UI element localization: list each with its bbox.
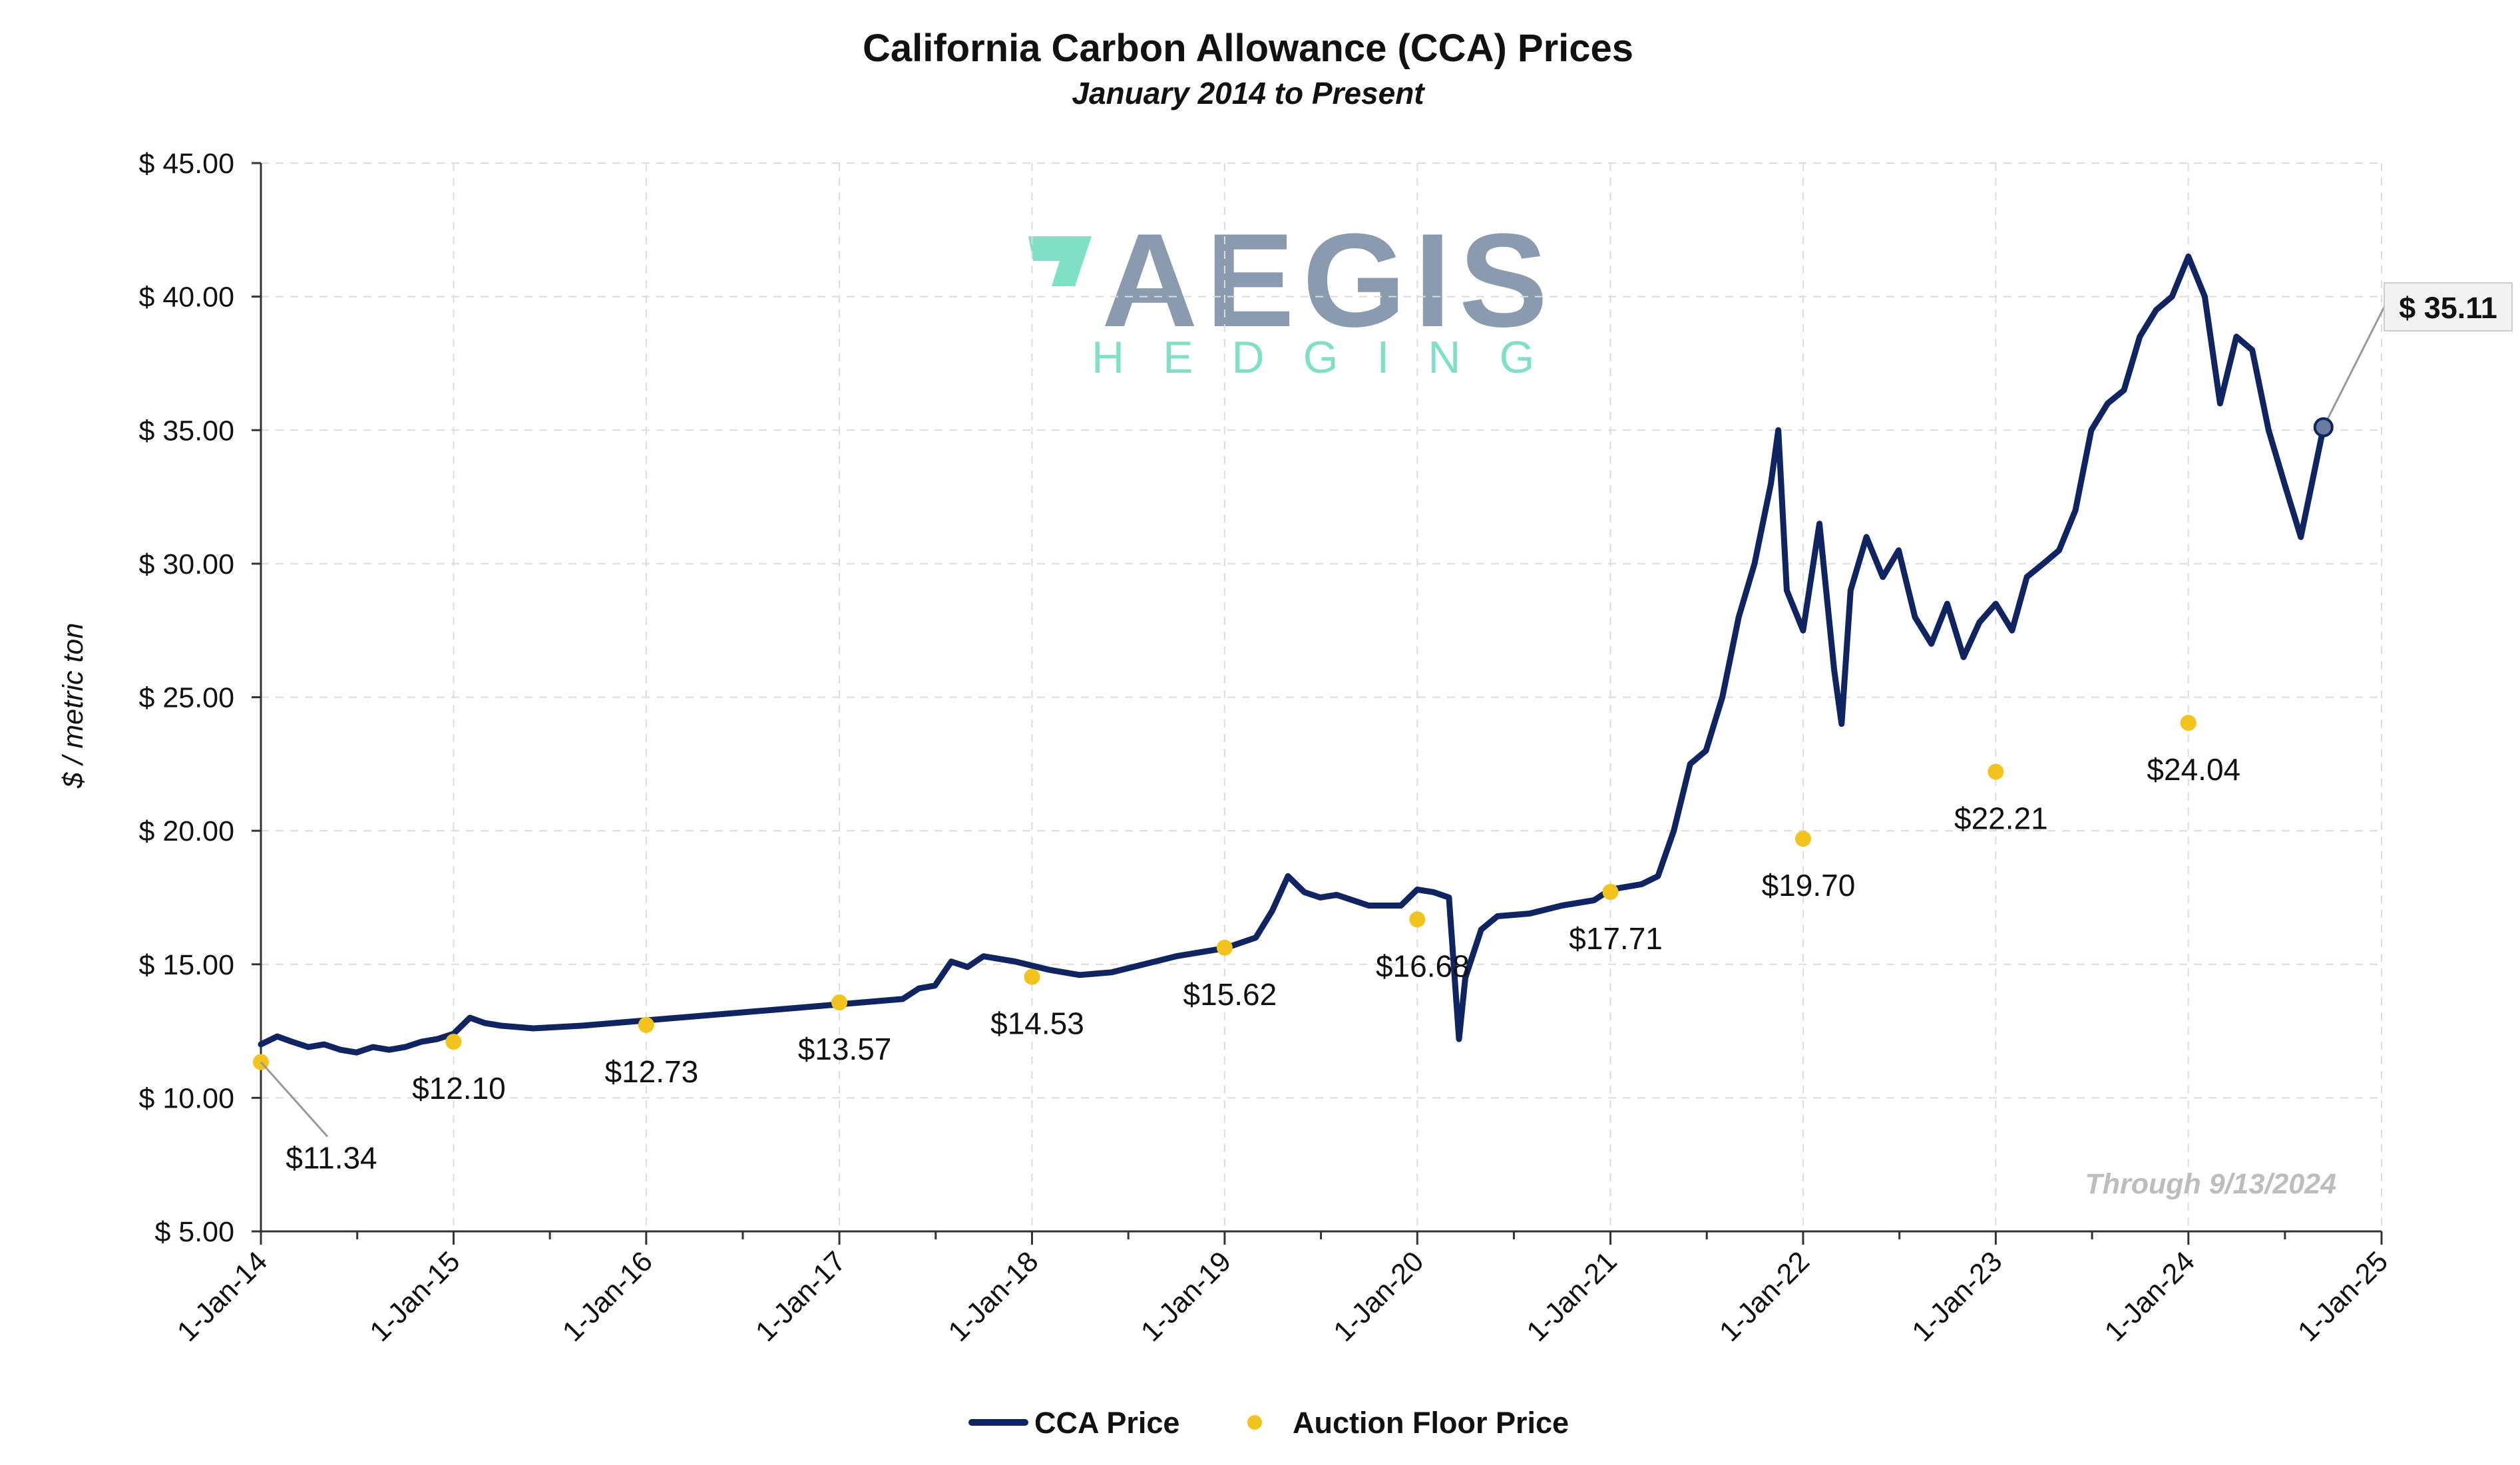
floor-label: $15.62 — [1183, 977, 1277, 1012]
floor-label: $19.70 — [1762, 868, 1856, 903]
floor-label: $16.68 — [1376, 948, 1470, 983]
x-tick-labels: 1-Jan-14 1-Jan-15 1-Jan-16 1-Jan-17 1-Jan-18… — [171, 1245, 2394, 1348]
chart-subtitle: January 2014 to Present — [1072, 76, 1425, 110]
through-date-note: Through 9/13/2024 — [2085, 1168, 2336, 1200]
legend-cca-label: CCA Price — [1034, 1406, 1179, 1440]
x-tick-label: 1-Jan-24 — [2099, 1245, 2201, 1348]
y-tick-label: $ 20.00 — [139, 815, 234, 847]
x-tick-label: 1-Jan-20 — [1327, 1245, 1430, 1348]
floor-point — [1216, 939, 1233, 956]
legend-floor-label: Auction Floor Price — [1293, 1406, 1569, 1440]
auction-floor-points: $11.34 $12.10 $12.73 $13.57 $14.53 $15.62 $16.… — [253, 715, 2240, 1175]
aegis-logo-main-text: AEGIS — [1102, 206, 1556, 355]
x-tick-label: 1-Jan-17 — [749, 1245, 852, 1348]
floor-label: $12.10 — [412, 1071, 506, 1106]
aegis-logo: AEGIS HEDGING — [1028, 206, 1573, 383]
last-value-leader-line — [2322, 306, 2386, 428]
last-value-marker — [2313, 417, 2334, 437]
last-value-label: $ 35.11 — [2399, 291, 2497, 325]
floor-point — [1409, 911, 1426, 928]
floor-point — [638, 1016, 654, 1033]
x-tick-label: 1-Jan-16 — [556, 1245, 659, 1348]
aegis-logo-sub-text: HEDGING — [1092, 332, 1573, 383]
last-value-callout: $ 35.11 — [2313, 282, 2513, 437]
y-tick-label: $ 35.00 — [139, 415, 234, 447]
floor-point — [1794, 831, 1811, 847]
y-tick-label: $ 5.00 — [154, 1216, 234, 1248]
last-value-box — [2384, 282, 2513, 331]
x-tick-label: 1-Jan-21 — [1521, 1245, 1623, 1348]
y-tick-label: $ 40.00 — [139, 282, 234, 314]
x-tick-label: 1-Jan-25 — [2292, 1245, 2394, 1348]
y-tick-label: $ 15.00 — [139, 949, 234, 981]
x-tick-label: 1-Jan-23 — [1906, 1245, 2008, 1348]
x-tick-label: 1-Jan-14 — [171, 1245, 274, 1348]
x-tick-label: 1-Jan-19 — [1135, 1245, 1237, 1348]
x-tick-label: 1-Jan-18 — [943, 1245, 1045, 1348]
floor-point — [445, 1034, 462, 1050]
y-tick-label: $ 45.00 — [139, 148, 234, 180]
grid-layer — [261, 162, 2382, 1231]
floor-label: $22.21 — [1954, 801, 2048, 835]
chart-title: California Carbon Allowance (CCA) Prices — [863, 27, 1633, 70]
y-tick-labels: $ 5.00 $ 10.00 $ 15.00 $ 20.00 $ 25.00 $ 30.0… — [139, 148, 234, 1248]
x-tick-label: 1-Jan-22 — [1713, 1245, 1816, 1348]
y-tick-label: $ 30.00 — [139, 548, 234, 580]
aegis-logo-mark-icon — [1028, 236, 1092, 286]
floor-label: $17.71 — [1569, 921, 1663, 956]
x-tick-label: 1-Jan-15 — [364, 1245, 467, 1348]
y-tick-label: $ 25.00 — [139, 682, 234, 714]
floor-label: $24.04 — [2147, 752, 2240, 787]
floor-label: $14.53 — [990, 1006, 1084, 1041]
floor-point — [1024, 968, 1040, 985]
floor-label: $12.73 — [604, 1054, 698, 1089]
floor-label: $13.57 — [798, 1032, 892, 1066]
floor-label: $11.34 — [286, 1141, 377, 1175]
y-tick-label: $ 10.00 — [139, 1082, 234, 1114]
floor-leader-line — [260, 1061, 329, 1138]
cca-price-line — [258, 253, 2327, 1056]
legend: CCA Price Auction Floor Price — [968, 1406, 1569, 1440]
floor-point — [2180, 715, 2197, 732]
y-axis-label: $ / metric ton — [57, 623, 89, 789]
legend-floor-swatch — [1247, 1415, 1262, 1430]
floor-point — [1602, 884, 1619, 901]
floor-point — [831, 994, 848, 1011]
floor-point — [1988, 763, 2004, 780]
axis-layer — [252, 162, 2383, 1245]
